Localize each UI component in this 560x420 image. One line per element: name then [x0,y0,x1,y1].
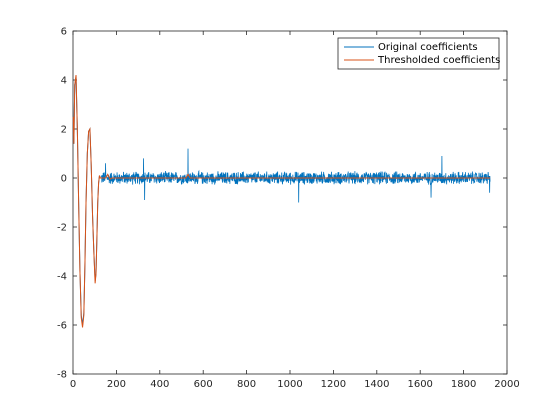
y-tick-label: 6 [61,27,67,38]
x-tick-label: 600 [194,379,213,390]
legend-label-thresholded: Thresholded coefficients [377,55,500,66]
x-tick-label: 400 [150,379,169,390]
x-tick-label: 1600 [407,379,432,390]
y-tick-label: 4 [61,76,67,87]
x-tick-label: 1000 [277,379,302,390]
x-tick-label: 2000 [494,379,519,390]
y-tick-label: -6 [57,321,67,332]
plot-area [73,31,507,374]
x-tick-label: 1200 [321,379,346,390]
x-tick-label: 0 [70,379,76,390]
y-tick-label: 2 [61,125,67,136]
y-tick-label: -8 [57,370,67,381]
x-tick-label: 800 [237,379,256,390]
x-tick-label: 1400 [364,379,389,390]
legend: Original coefficients Thresholded coeffi… [338,38,500,69]
y-tick-label: 0 [61,174,67,185]
y-tick-label: -2 [57,223,67,234]
x-tick-label: 1800 [451,379,476,390]
legend-label-original: Original coefficients [378,42,478,53]
y-tick-label: -4 [57,272,67,283]
x-tick-label: 200 [107,379,126,390]
